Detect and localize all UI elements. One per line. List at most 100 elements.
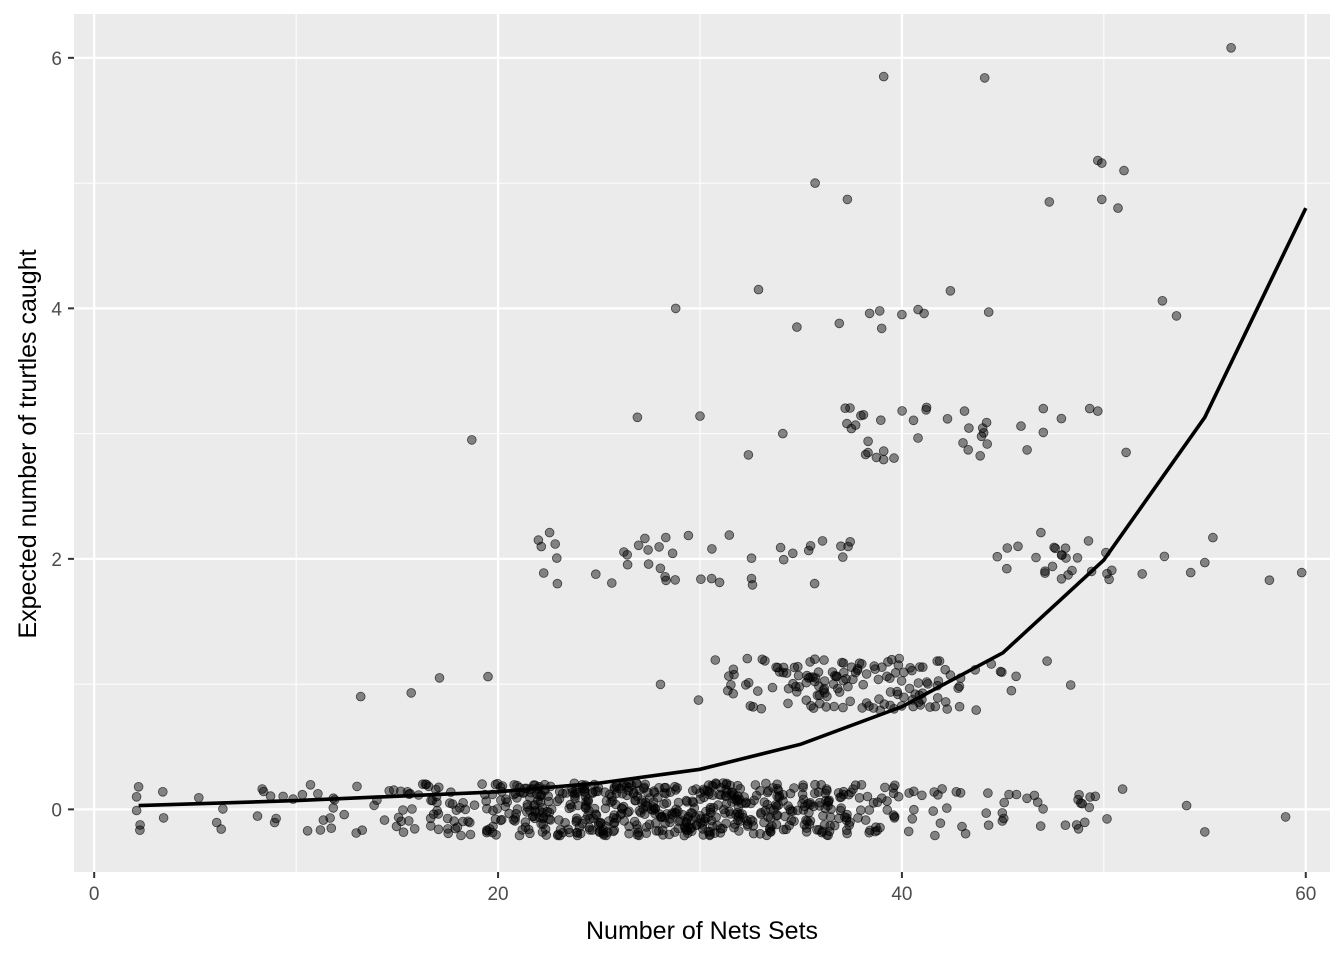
data-point xyxy=(908,786,919,797)
data-point xyxy=(983,788,993,798)
data-point xyxy=(609,782,620,793)
data-point xyxy=(997,808,1008,818)
data-point xyxy=(876,323,887,334)
data-point xyxy=(216,824,227,834)
data-point xyxy=(941,803,952,813)
data-point xyxy=(501,794,511,805)
data-point xyxy=(631,820,642,830)
data-point xyxy=(632,824,643,834)
data-point xyxy=(707,821,718,832)
data-point xyxy=(835,805,846,816)
y-tick-label: 6 xyxy=(51,49,62,70)
data-point xyxy=(1107,565,1117,576)
data-point xyxy=(1042,656,1052,666)
data-point xyxy=(1067,565,1077,576)
data-point xyxy=(657,825,668,835)
data-point xyxy=(496,795,506,805)
data-point xyxy=(857,703,867,713)
data-point xyxy=(821,702,831,712)
data-point xyxy=(572,787,582,798)
data-point xyxy=(315,825,326,835)
data-point xyxy=(841,815,852,826)
data-point xyxy=(693,695,704,705)
data-point xyxy=(834,687,845,697)
data-point xyxy=(1065,680,1076,690)
data-point xyxy=(785,804,795,815)
data-point xyxy=(703,812,713,823)
data-point xyxy=(810,673,821,683)
data-point xyxy=(760,655,770,666)
y-tick-label: 4 xyxy=(51,299,62,320)
data-point xyxy=(541,830,552,840)
data-point xyxy=(745,701,756,711)
data-point xyxy=(695,814,706,824)
data-point xyxy=(632,412,643,423)
data-point xyxy=(464,817,475,828)
data-point xyxy=(339,809,350,820)
data-point xyxy=(808,703,819,713)
data-point xyxy=(913,678,924,688)
data-point xyxy=(874,306,885,316)
data-point xyxy=(544,807,555,818)
data-point xyxy=(729,794,740,805)
data-point xyxy=(1044,197,1055,207)
data-point xyxy=(940,697,951,707)
data-point xyxy=(715,827,726,838)
data-point xyxy=(781,668,792,678)
data-point xyxy=(722,685,733,696)
data-point xyxy=(619,816,629,826)
data-point xyxy=(600,803,611,814)
data-point xyxy=(899,692,909,703)
data-point xyxy=(914,662,925,672)
data-point xyxy=(819,820,830,830)
data-point xyxy=(720,791,731,801)
data-point xyxy=(945,285,956,296)
data-point xyxy=(942,413,953,424)
data-point xyxy=(1038,427,1049,438)
data-point xyxy=(305,779,316,790)
data-point xyxy=(1121,447,1131,458)
data-point xyxy=(590,569,601,579)
data-point xyxy=(819,655,829,665)
data-point xyxy=(711,779,721,789)
data-point xyxy=(606,578,617,588)
data-point xyxy=(893,660,904,670)
data-point xyxy=(730,819,740,829)
data-point xyxy=(654,782,664,793)
data-point xyxy=(463,816,473,827)
data-point xyxy=(683,530,694,541)
data-point xyxy=(643,545,653,555)
data-point xyxy=(655,563,666,574)
data-point xyxy=(975,450,985,461)
data-point xyxy=(783,698,793,709)
data-point xyxy=(774,792,784,803)
data-point xyxy=(551,553,562,563)
data-point xyxy=(729,822,739,833)
data-point xyxy=(407,804,417,814)
data-point xyxy=(695,411,705,421)
data-point xyxy=(510,816,520,826)
data-point xyxy=(433,824,444,835)
data-point xyxy=(858,679,868,690)
data-point xyxy=(610,799,621,810)
data-point xyxy=(728,664,739,675)
data-point xyxy=(1061,553,1071,563)
data-point xyxy=(552,578,563,589)
data-point xyxy=(398,827,409,837)
data-point xyxy=(751,790,762,801)
data-point xyxy=(747,816,758,826)
data-point xyxy=(935,818,946,828)
data-point xyxy=(654,809,665,819)
data-point xyxy=(805,657,815,667)
data-point xyxy=(1097,158,1107,168)
data-point xyxy=(805,540,816,551)
data-point xyxy=(1060,820,1071,830)
data-point xyxy=(979,73,990,83)
data-point xyxy=(1090,791,1101,802)
data-point xyxy=(633,540,644,551)
data-point xyxy=(1047,561,1058,572)
data-point xyxy=(996,667,1007,677)
minor-gridlines xyxy=(74,14,1330,872)
data-point xyxy=(954,681,965,692)
